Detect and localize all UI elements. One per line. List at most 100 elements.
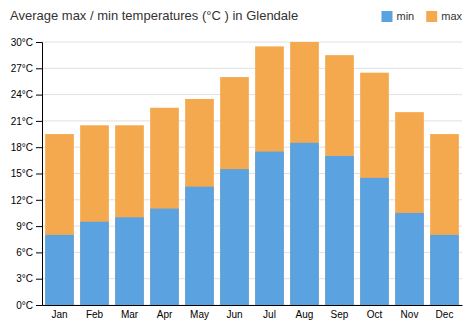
x-tick: Sep (331, 309, 349, 320)
x-axis: Jan Feb Mar Apr May Jun Jul Aug Sep Oct Nov Dec (43, 306, 463, 321)
y-tick-mark (36, 68, 42, 69)
y-tick-mark (36, 252, 42, 253)
x-tick-label: May (190, 309, 209, 320)
x-tick-label: Jan (51, 309, 67, 320)
y-tick-label: 3°C (16, 273, 33, 284)
bar (115, 125, 144, 305)
bar (325, 156, 354, 305)
y-tick: 15°C (11, 168, 42, 179)
y-tick-label: 21°C (11, 116, 33, 127)
x-tick: Mar (121, 309, 139, 320)
bar (360, 178, 389, 305)
bar-series (45, 143, 459, 305)
title: Average max / min temperatures (°C ) in … (10, 8, 298, 23)
grid (42, 42, 462, 305)
x-tick-label: Oct (367, 309, 383, 320)
y-tick-mark (36, 226, 42, 227)
y-tick-mark (36, 305, 42, 306)
x-tick: Nov (401, 309, 419, 320)
legend-item: min (381, 10, 414, 22)
y-tick-mark (36, 147, 42, 148)
x-tick: May (190, 309, 209, 320)
x-tick: Feb (86, 309, 104, 320)
x-tick: Dec (436, 309, 454, 320)
bar (45, 134, 74, 305)
grid-line (42, 68, 462, 69)
bar (255, 46, 284, 305)
legend-item: max (426, 10, 462, 22)
y-tick-mark (36, 279, 42, 280)
x-tick: Jan (51, 309, 67, 320)
bar (290, 42, 319, 305)
y-tick-label: 6°C (16, 247, 33, 258)
x-tick: Aug (296, 309, 314, 320)
y-tick: 21°C (11, 116, 42, 127)
y-axis: 0°C 3°C 6°C 9°C 12°C 15°C 18°C 21°C 24°C 27°C 30°C (11, 37, 43, 311)
bar (395, 213, 424, 305)
y-tick: 24°C (11, 89, 42, 100)
y-tick-label: 0°C (16, 300, 33, 311)
legend-swatch (426, 11, 437, 22)
x-tick-label: Jul (263, 309, 276, 320)
legend-swatch (381, 11, 392, 22)
y-tick-label: 12°C (11, 195, 33, 206)
grid-line (42, 42, 462, 43)
x-tick-label: Sep (331, 309, 349, 320)
bar (115, 217, 144, 305)
x-tick-label: Jun (226, 309, 242, 320)
y-tick-mark (36, 42, 42, 43)
bar (430, 235, 459, 305)
y-tick-label: 18°C (11, 142, 33, 153)
x-tick: Jun (226, 309, 242, 320)
x-tick: Oct (367, 309, 383, 320)
y-tick: 6°C (16, 247, 42, 258)
legend-label: max (441, 10, 462, 22)
bar (395, 112, 424, 305)
bar (150, 209, 179, 305)
y-tick: 0°C (16, 300, 42, 311)
y-tick-label: 27°C (11, 63, 33, 74)
axis-domain (43, 305, 463, 306)
y-tick: 27°C (11, 63, 42, 74)
x-tick-label: Aug (296, 309, 314, 320)
bar (255, 152, 284, 305)
y-tick: 18°C (11, 142, 42, 153)
x-tick-label: Mar (121, 309, 139, 320)
axis-domain (36, 43, 43, 306)
y-tick: 9°C (16, 221, 42, 232)
y-tick-label: 9°C (16, 221, 33, 232)
bar (45, 235, 74, 305)
plot: Jan Feb Mar Apr May Jun Jul Aug Sep Oct Nov Dec 0°C 3… (11, 37, 463, 320)
bar (80, 125, 109, 305)
x-tick: Apr (157, 309, 173, 320)
bar (220, 169, 249, 305)
y-tick-mark (36, 121, 42, 122)
bar-series (45, 42, 459, 305)
legend: min max (381, 10, 462, 22)
bars (45, 42, 459, 305)
y-tick-mark (36, 174, 42, 175)
y-tick: 30°C (11, 37, 42, 48)
chart: Jan Feb Mar Apr May Jun Jul Aug Sep Oct Nov Dec 0°C 3… (0, 0, 474, 331)
y-tick: 12°C (11, 195, 42, 206)
bar (185, 99, 214, 305)
y-tick-mark (36, 200, 42, 201)
bar (360, 73, 389, 305)
x-tick-label: Dec (436, 309, 454, 320)
y-tick-mark (36, 95, 42, 96)
bar (80, 222, 109, 305)
y-tick-label: 30°C (11, 37, 33, 48)
bar (150, 108, 179, 305)
bar (290, 143, 319, 305)
y-tick: 3°C (16, 273, 42, 284)
legend-label: min (396, 10, 414, 22)
x-tick-label: Feb (86, 309, 104, 320)
x-tick-label: Nov (401, 309, 419, 320)
y-tick-label: 24°C (11, 89, 33, 100)
x-tick: Jul (263, 309, 276, 320)
bar (325, 55, 354, 305)
y-tick-label: 15°C (11, 168, 33, 179)
grid-line (42, 94, 462, 95)
bar (220, 77, 249, 305)
bar (430, 134, 459, 305)
